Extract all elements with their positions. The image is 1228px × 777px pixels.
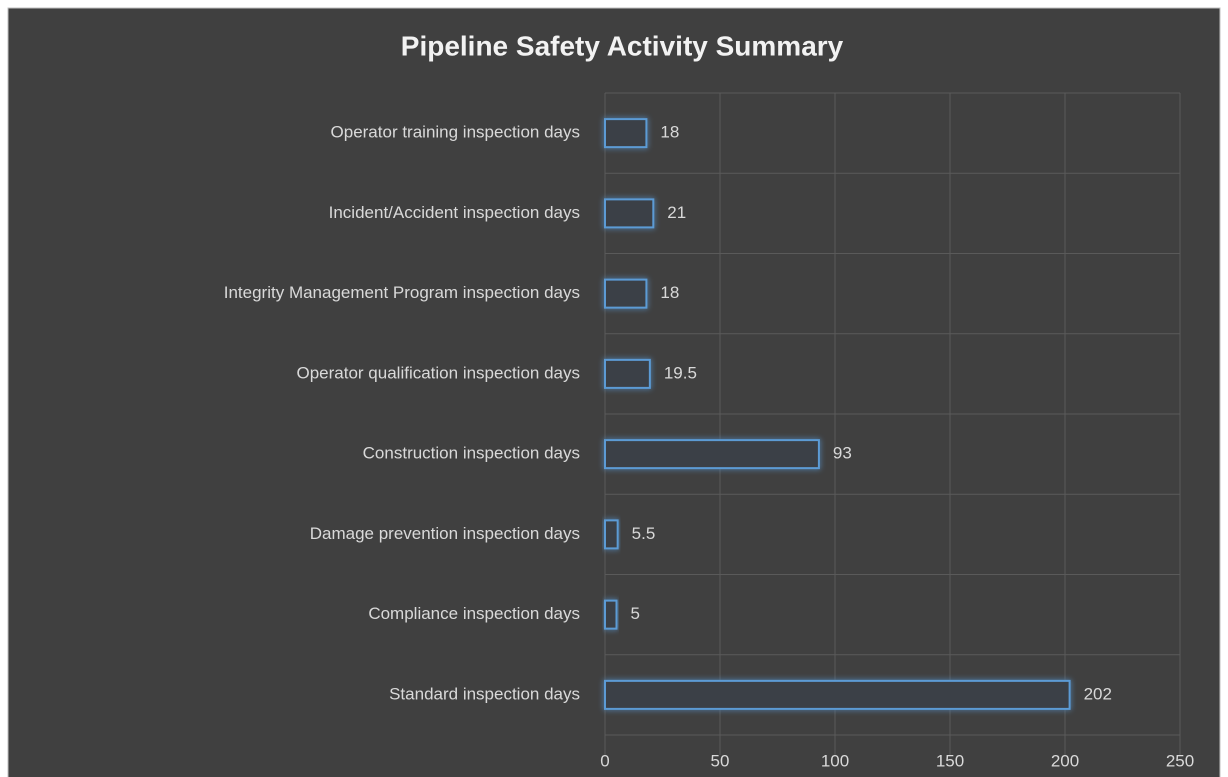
x-tick-label: 50 — [711, 751, 730, 770]
data-label: 202 — [1084, 684, 1112, 703]
bar — [604, 118, 648, 149]
bar — [604, 198, 655, 229]
bar — [604, 439, 820, 470]
data-label: 19.5 — [664, 363, 697, 382]
bar — [604, 599, 618, 630]
y-tick-label: Standard inspection days — [389, 684, 580, 703]
data-label: 5 — [631, 604, 640, 623]
y-tick-label: Damage prevention inspection days — [310, 524, 580, 543]
data-label: 18 — [660, 283, 679, 302]
bar — [604, 358, 651, 389]
y-tick-label: Operator training inspection days — [331, 123, 580, 142]
y-tick-label: Compliance inspection days — [368, 604, 580, 623]
chart-title: Pipeline Safety Activity Summary — [401, 30, 844, 61]
plot-area: 0 50 100 150 200 250 Operator training inspect… — [224, 92, 1194, 770]
data-label: 21 — [667, 203, 686, 222]
data-label: 5.5 — [632, 524, 656, 543]
x-tick-label: 0 — [600, 751, 609, 770]
data-label: 18 — [660, 123, 679, 142]
bar — [604, 519, 619, 550]
y-tick-label: Operator qualification inspection days — [297, 363, 581, 382]
bar — [604, 278, 648, 309]
y-tick-label: Incident/Accident inspection days — [329, 203, 580, 222]
y-tick-label: Construction inspection days — [363, 444, 580, 463]
x-tick-label: 200 — [1051, 751, 1079, 770]
x-tick-label: 250 — [1166, 751, 1194, 770]
x-tick-label: 100 — [821, 751, 849, 770]
x-tick-label: 150 — [936, 751, 964, 770]
bar — [604, 679, 1071, 710]
y-tick-label: Integrity Management Program inspection … — [224, 283, 580, 302]
data-label: 93 — [833, 444, 852, 463]
